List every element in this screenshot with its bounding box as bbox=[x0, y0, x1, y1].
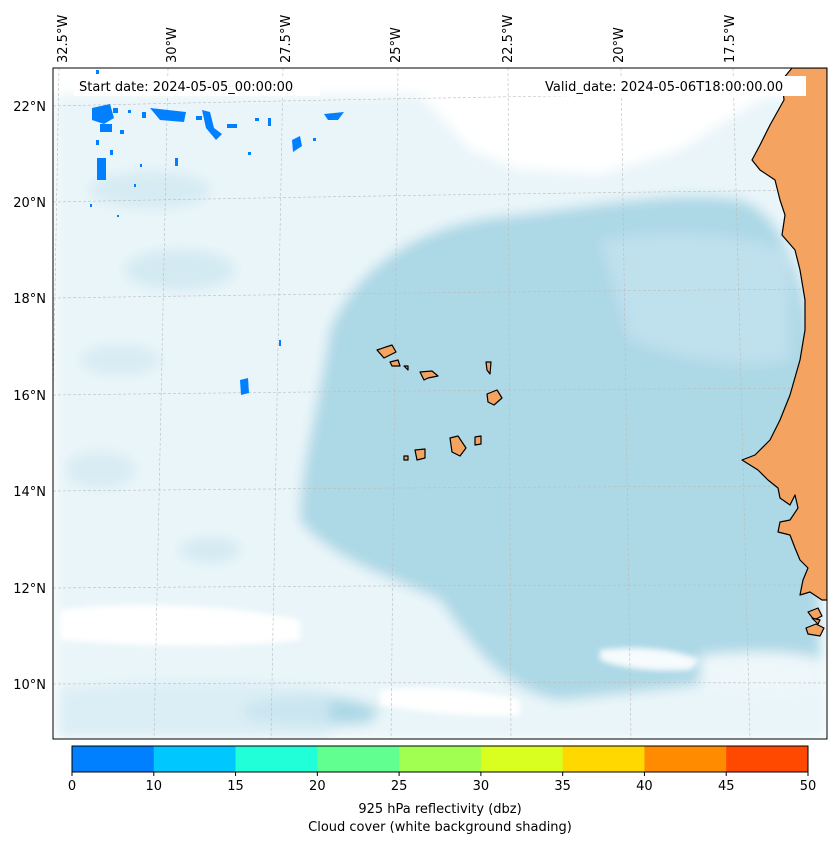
lat-label: 16°N bbox=[13, 389, 46, 404]
lon-label: 25°W bbox=[389, 27, 404, 63]
colorbar: 0 10 15 20 25 30 35 40 45 50 bbox=[68, 745, 817, 794]
colorbar-tick-label: 50 bbox=[800, 779, 817, 794]
land-africa bbox=[741, 68, 827, 637]
colorbar-tick-label: 35 bbox=[554, 779, 571, 794]
lon-label: 27.5°W bbox=[279, 15, 294, 63]
colorbar-tick-label: 40 bbox=[636, 779, 653, 794]
start-date-box bbox=[74, 76, 320, 96]
land-cape-verde bbox=[376, 344, 503, 461]
colorbar-tick-label: 30 bbox=[473, 779, 490, 794]
start-date-label: Start date: 2024-05-05_00:00:00 bbox=[79, 80, 293, 95]
lat-label: 20°N bbox=[13, 196, 46, 211]
colorbar-frame bbox=[71, 745, 809, 773]
colorbar-segment bbox=[644, 746, 727, 772]
gridlines bbox=[53, 68, 827, 739]
lon-label: 32.5°W bbox=[56, 15, 71, 63]
colorbar-tick-label: 15 bbox=[227, 779, 244, 794]
colorbar-tick-label: 45 bbox=[718, 779, 735, 794]
reflectivity-echoes bbox=[90, 70, 344, 395]
lon-label: 17.5°W bbox=[723, 15, 738, 63]
lat-label: 18°N bbox=[13, 292, 46, 307]
colorbar-segment bbox=[72, 746, 155, 772]
lat-label: 14°N bbox=[13, 485, 46, 500]
colorbar-tick-label: 20 bbox=[309, 779, 326, 794]
map-frame bbox=[52, 67, 828, 740]
latitude-labels: 22°N 20°N 18°N 16°N 14°N 12°N 10°N bbox=[13, 100, 46, 693]
lat-label: 12°N bbox=[13, 582, 46, 597]
colorbar-segment bbox=[399, 746, 482, 772]
colorbar-tick-label: 25 bbox=[391, 779, 408, 794]
colorbar-segment bbox=[317, 746, 400, 772]
lat-label: 22°N bbox=[13, 100, 46, 115]
valid-date-label: Valid_date: 2024-05-06T18:00:00.00 bbox=[545, 80, 783, 95]
lon-label: 22.5°W bbox=[501, 15, 516, 63]
colorbar-segment bbox=[562, 746, 645, 772]
colorbar-label-line1: 925 hPa reflectivity (dbz) bbox=[358, 802, 521, 817]
lon-label: 30°W bbox=[165, 27, 180, 63]
lat-label: 10°N bbox=[13, 678, 46, 693]
lon-label: 20°W bbox=[612, 27, 627, 63]
valid-date-box bbox=[540, 76, 806, 96]
colorbar-tick-label: 0 bbox=[68, 779, 76, 794]
colorbar-segment bbox=[480, 746, 564, 772]
cloud-cover-shading bbox=[55, 90, 827, 739]
map-panel bbox=[53, 68, 827, 739]
colorbar-label-line2: Cloud cover (white background shading) bbox=[308, 820, 572, 835]
colorbar-segment bbox=[235, 746, 318, 772]
colorbar-tick-label: 10 bbox=[146, 779, 163, 794]
colorbar-segment bbox=[726, 746, 809, 772]
longitude-labels: 32.5°W 30°W 27.5°W 25°W 22.5°W 20°W 17.5… bbox=[56, 15, 738, 63]
colorbar-segment bbox=[153, 746, 237, 772]
